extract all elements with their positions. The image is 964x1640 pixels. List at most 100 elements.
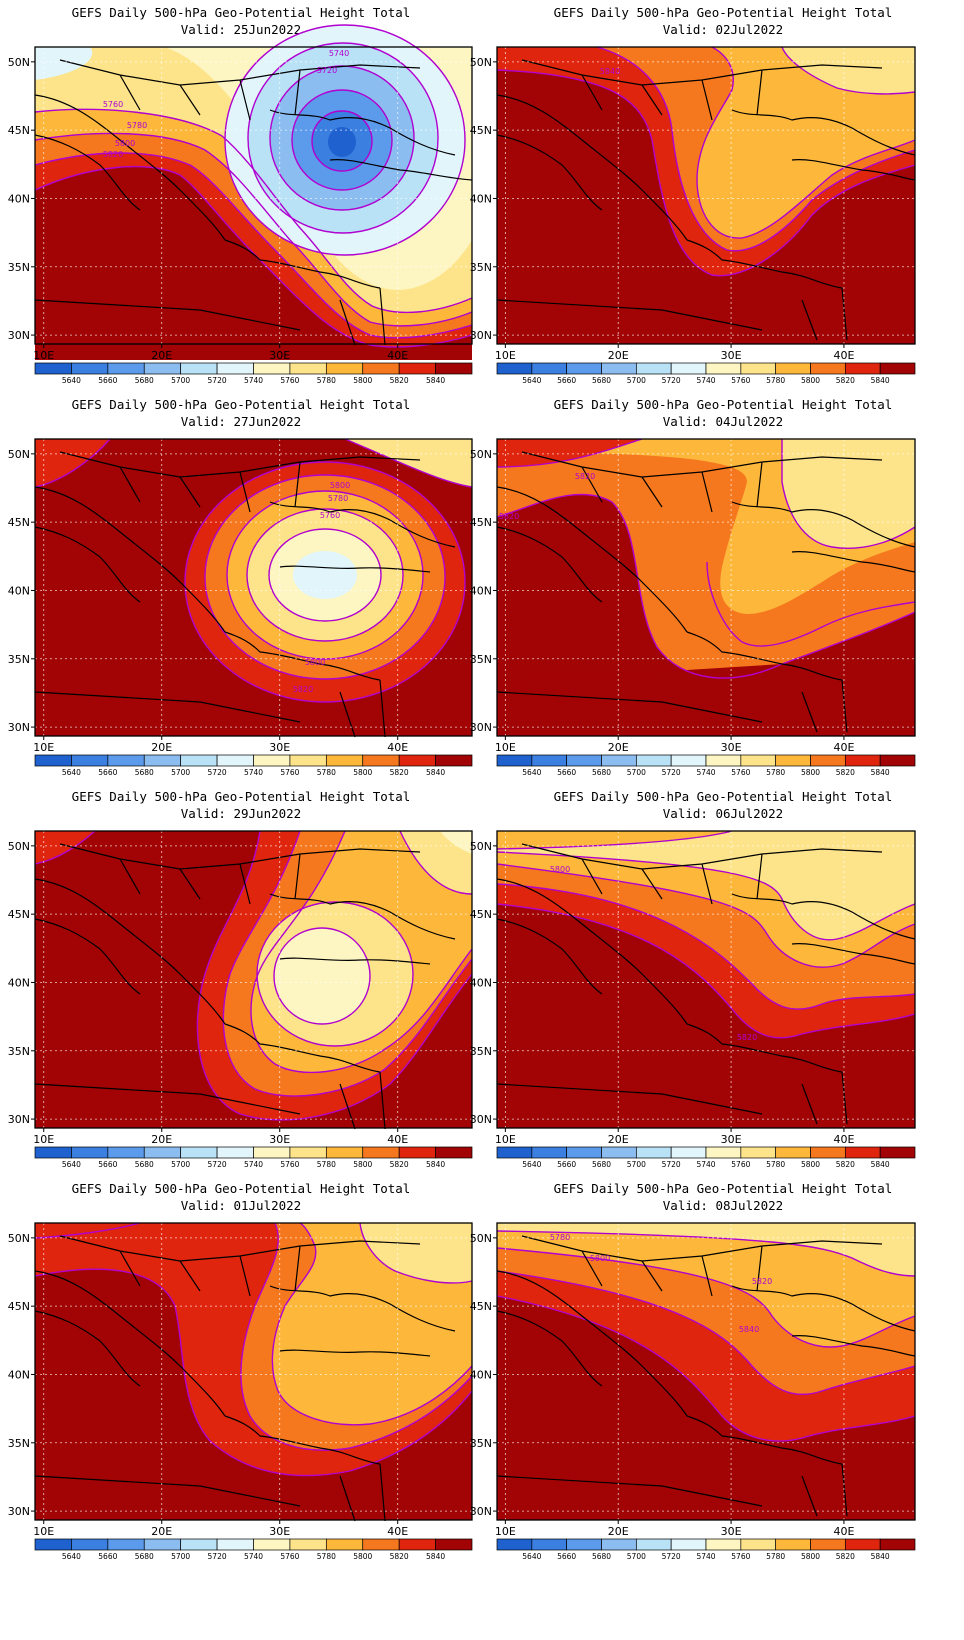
colorbar-label: 5640: [62, 768, 81, 777]
lon-label: 30E: [269, 741, 290, 754]
colorbar-swatch: [635, 1146, 672, 1159]
colorbar-swatch: [325, 362, 364, 375]
colorbar-label: 5720: [662, 768, 681, 777]
colorbar-swatch: [253, 754, 291, 767]
colorbar-label: 5680: [135, 376, 154, 385]
lat-label: 45N: [470, 124, 492, 137]
colorbar-swatch: [107, 362, 145, 375]
colorbar-swatch: [398, 1538, 436, 1551]
contours: [34, 1222, 473, 1477]
colorbar-label: 5820: [390, 376, 409, 385]
contour-label: 5780: [328, 494, 348, 503]
colorbar-swatch: [775, 362, 811, 375]
colorbar-swatch: [810, 1538, 846, 1551]
map-panel-02jul2022: GEFS Daily 500-hPa Geo-Potential Height …: [470, 0, 964, 410]
colorbar-label: 5820: [836, 1160, 855, 1169]
coastlines: [34, 843, 456, 1130]
panel-title: GEFS Daily 500-hPa Geo-Potential Height …: [553, 1181, 893, 1196]
colorbar-swatch: [566, 362, 602, 375]
panel-valid-date: Valid: 04Jul2022: [662, 414, 784, 429]
colorbar-label: 5660: [98, 1160, 117, 1169]
lon-label: 40E: [833, 1133, 854, 1146]
panel-valid-date: Valid: 25Jun2022: [180, 22, 302, 37]
band-5760: [497, 831, 915, 940]
lon-label: 30E: [269, 1133, 290, 1146]
colorbar-swatch: [879, 754, 916, 767]
coastlines: [34, 1235, 456, 1522]
lat-label: 35N: [8, 1437, 30, 1450]
lat-label: 40N: [470, 584, 492, 597]
colorbar-label: 5760: [731, 768, 750, 777]
colorbar-label: 5740: [244, 1552, 263, 1561]
lon-label: 40E: [387, 1133, 408, 1146]
colorbar-swatch: [289, 362, 327, 375]
contour-label: 5820: [103, 150, 123, 159]
colorbar-label: 5680: [592, 768, 611, 777]
band-5760: [360, 1223, 472, 1283]
colorbar-label: 5680: [135, 1552, 154, 1561]
colorbar-swatch: [216, 1538, 254, 1551]
map-frame: [496, 438, 916, 737]
colorbar-swatch: [670, 754, 707, 767]
contour-label: 5820: [575, 472, 595, 481]
colorbar-swatch: [143, 1146, 182, 1159]
lat-label: 50N: [8, 1232, 30, 1245]
panel-valid-date: Valid: 27Jun2022: [180, 414, 302, 429]
lat-label: 30N: [8, 329, 30, 342]
lon-label: 40E: [833, 349, 854, 362]
colorbar: 5640 5660 5680 5700 5720 5740 5760 5780 5800 5820…: [34, 362, 473, 385]
colorbar-swatch: [566, 1146, 602, 1159]
colorbar-swatch: [670, 1146, 707, 1159]
colorbar-label: 5820: [836, 376, 855, 385]
contour-label: 5780: [550, 1233, 570, 1242]
colorbar-label: 5840: [871, 1160, 890, 1169]
colorbar-label: 5800: [801, 376, 820, 385]
colorbar-swatch: [435, 1146, 473, 1159]
colorbar-label: 5820: [836, 1552, 855, 1561]
colorbar-swatch: [71, 1538, 109, 1551]
contour-label: 5800: [305, 658, 325, 667]
colorbar-swatch: [531, 1146, 568, 1159]
colorbar-label: 5640: [62, 376, 81, 385]
colorbar-label: 5700: [171, 1160, 190, 1169]
colorbar-swatch: [398, 1146, 436, 1159]
colorbar-label: 5720: [662, 1160, 681, 1169]
colorbar: 5640 5660 5680 5700 5720 5740 5760 5780 5800 5820…: [496, 1538, 916, 1561]
lon-label: 40E: [833, 1525, 854, 1538]
colorbar-swatch: [531, 1538, 568, 1551]
colorbar-swatch: [362, 1146, 400, 1159]
colorbar-swatch: [531, 754, 568, 767]
colorbar-label: 5760: [731, 376, 750, 385]
colorbar-swatch: [253, 1146, 291, 1159]
colorbar-swatch: [740, 754, 777, 767]
lat-label: 50N: [470, 56, 492, 69]
coastlines: [496, 59, 916, 341]
lon-label: 30E: [721, 1133, 742, 1146]
lon-label: 10E: [33, 741, 54, 754]
colorbar-swatch: [289, 754, 327, 767]
colorbar-label: 5640: [522, 768, 541, 777]
panel-valid-date: Valid: 01Jul2022: [180, 1198, 302, 1213]
lon-label: 10E: [495, 741, 516, 754]
colorbar-label: 5640: [62, 1552, 81, 1561]
lon-label: 10E: [495, 1133, 516, 1146]
colorbar-label: 5760: [280, 768, 299, 777]
band-5780: [697, 47, 915, 239]
colorbar-swatch: [289, 1538, 327, 1551]
colorbar-swatch: [180, 754, 218, 767]
colorbar-swatch: [879, 1146, 916, 1159]
lat-label: 30N: [8, 721, 30, 734]
colorbar-swatch: [398, 754, 436, 767]
colorbar-label: 5800: [353, 1552, 372, 1561]
colorbar-swatch: [398, 362, 436, 375]
lat-label: 50N: [8, 448, 30, 461]
band-5820-ne: [345, 439, 472, 487]
lon-label: 40E: [833, 741, 854, 754]
colorbar-label: 5840: [426, 1160, 445, 1169]
lat-label: 45N: [8, 908, 30, 921]
colorbar-label: 5740: [696, 768, 715, 777]
colorbar-swatch: [879, 1538, 916, 1551]
lat-label: 40N: [8, 976, 30, 989]
